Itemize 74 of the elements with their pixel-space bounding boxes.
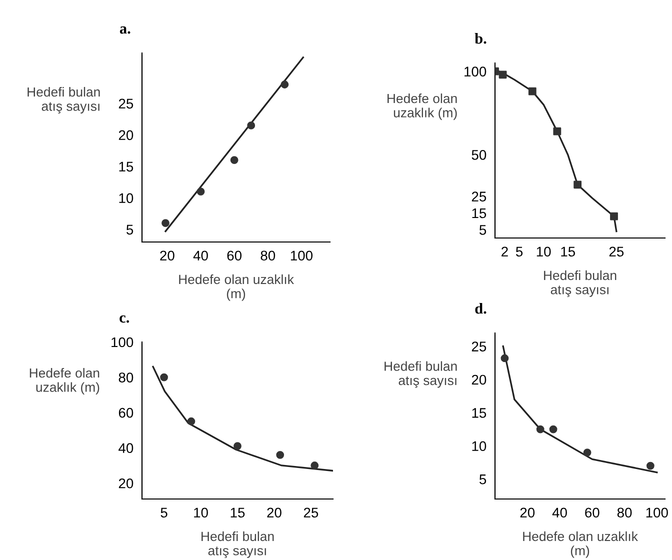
point xyxy=(276,450,284,459)
point xyxy=(310,462,319,470)
line-series xyxy=(502,345,658,474)
y-tick-label: 20 xyxy=(118,478,134,488)
x-tick-label: 25 xyxy=(304,508,318,518)
y-tick-label: 15 xyxy=(119,162,134,172)
y-tick-label: 20 xyxy=(472,374,486,385)
y-tick-label: 5 xyxy=(480,474,486,484)
x-tick-label: 80 xyxy=(617,508,632,518)
chart-title: a. xyxy=(120,26,130,34)
point xyxy=(234,442,242,450)
y-tick-label: 15 xyxy=(472,408,486,418)
x-tick-label: 20 xyxy=(160,250,174,261)
x-axis-title: Hedefe olan uzaklık (m) xyxy=(179,274,294,301)
y-axis-title: Hedefi bulan atış sayısı xyxy=(28,86,100,114)
y-tick-label: 10 xyxy=(472,441,486,452)
x-tick-label: 40 xyxy=(193,250,208,261)
y-axis-title: Hedefe olan uzaklık (m) xyxy=(30,368,100,394)
x-tick-label: 60 xyxy=(585,508,600,518)
y-tick-label: 25 xyxy=(472,192,486,202)
point xyxy=(230,156,238,164)
point xyxy=(162,219,170,228)
point xyxy=(553,127,562,136)
y-tick-label: 20 xyxy=(118,130,134,140)
chart-title: d. xyxy=(475,302,486,314)
chart-title: b. xyxy=(474,32,486,44)
y-tick-label: 15 xyxy=(472,208,486,218)
y-tick-label: 25 xyxy=(118,98,134,109)
x-tick-label: 80 xyxy=(260,250,276,261)
y-tick-label: 80 xyxy=(118,372,134,382)
x-tick-label: 60 xyxy=(227,250,242,261)
y-tick-label: 40 xyxy=(118,443,134,454)
point xyxy=(610,212,618,220)
point xyxy=(528,87,536,96)
x-tick-label: 40 xyxy=(552,508,567,518)
point xyxy=(500,354,509,362)
x-tick-label: 15 xyxy=(561,246,575,257)
x-axis-title: Hedefe olan uzaklık (m) xyxy=(523,531,638,558)
point xyxy=(187,417,196,426)
x-axis-title: Hedefi bulan atış sayısı xyxy=(544,270,616,297)
y-tick-label: 10 xyxy=(119,193,134,204)
point xyxy=(549,425,558,434)
x-tick-label: 20 xyxy=(267,508,282,518)
point xyxy=(574,180,582,189)
point xyxy=(646,462,654,470)
y-axis-title: Hedefe olan uzaklık (m) xyxy=(388,93,457,120)
x-tick-label: 100 xyxy=(290,250,313,261)
point xyxy=(247,122,256,130)
point xyxy=(280,80,289,88)
chart-title: c. xyxy=(120,315,130,323)
point xyxy=(498,70,507,79)
point xyxy=(583,448,592,456)
y-tick-label: 100 xyxy=(112,337,134,348)
line-series xyxy=(152,366,333,472)
y-tick-label: 25 xyxy=(472,342,486,352)
x-axis-title: Hedefi bulan atış sayısı xyxy=(202,531,274,558)
y-tick-label: 60 xyxy=(118,408,134,418)
x-tick-label: 5 xyxy=(160,508,168,518)
x-tick-label: 10 xyxy=(194,508,208,518)
point xyxy=(536,425,544,434)
y-axis-title: Hedefi bulan atış sayısı xyxy=(384,361,457,388)
y-tick-label: 50 xyxy=(472,150,486,160)
x-tick-label: 20 xyxy=(520,508,535,518)
x-tick-label: 10 xyxy=(536,246,551,257)
point xyxy=(160,373,168,382)
point xyxy=(196,188,205,196)
x-tick-label: 15 xyxy=(230,508,245,518)
x-tick-label: 100 xyxy=(646,508,668,518)
y-tick-label: 5 xyxy=(480,225,486,235)
y-tick-label: 5 xyxy=(126,224,134,235)
x-tick-label: 5 xyxy=(516,246,523,257)
x-tick-label: 25 xyxy=(609,246,624,257)
x-tick-label: 2 xyxy=(502,246,508,256)
y-tick-label: 100 xyxy=(464,66,486,77)
